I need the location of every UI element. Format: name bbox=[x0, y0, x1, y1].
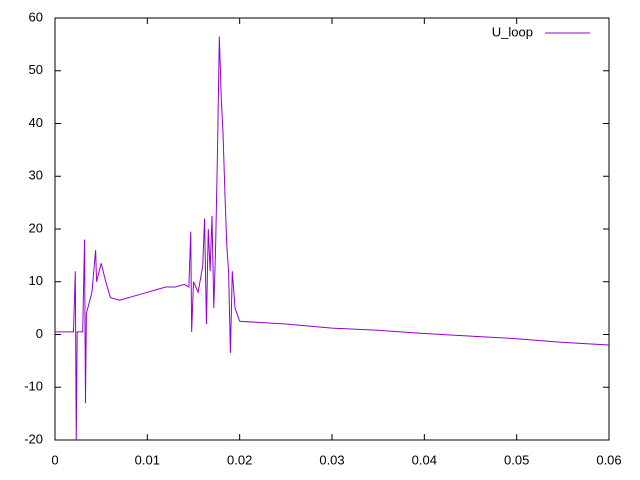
y-tick-label: 0 bbox=[36, 326, 43, 341]
x-tick-label: 0.02 bbox=[227, 452, 252, 467]
x-tick-label: 0.01 bbox=[135, 452, 160, 467]
plot-border bbox=[54, 17, 610, 441]
x-tick-label: 0 bbox=[51, 452, 58, 467]
y-tick-label: -20 bbox=[24, 431, 43, 446]
y-tick-label: 10 bbox=[29, 273, 43, 288]
y-tick-label: 60 bbox=[29, 9, 43, 24]
x-tick-label: 0.04 bbox=[412, 452, 437, 467]
y-tick-label: -10 bbox=[24, 379, 43, 394]
y-tick-label: 40 bbox=[29, 115, 43, 130]
x-tick-label: 0.05 bbox=[504, 452, 529, 467]
y-tick-label: 20 bbox=[29, 220, 43, 235]
legend-label: U_loop bbox=[492, 24, 533, 39]
x-tick-label: 0.06 bbox=[596, 452, 621, 467]
y-tick-label: 50 bbox=[29, 62, 43, 77]
y-tick-label: 30 bbox=[29, 168, 43, 183]
series-line bbox=[55, 36, 610, 441]
x-tick-label: 0.03 bbox=[319, 452, 344, 467]
